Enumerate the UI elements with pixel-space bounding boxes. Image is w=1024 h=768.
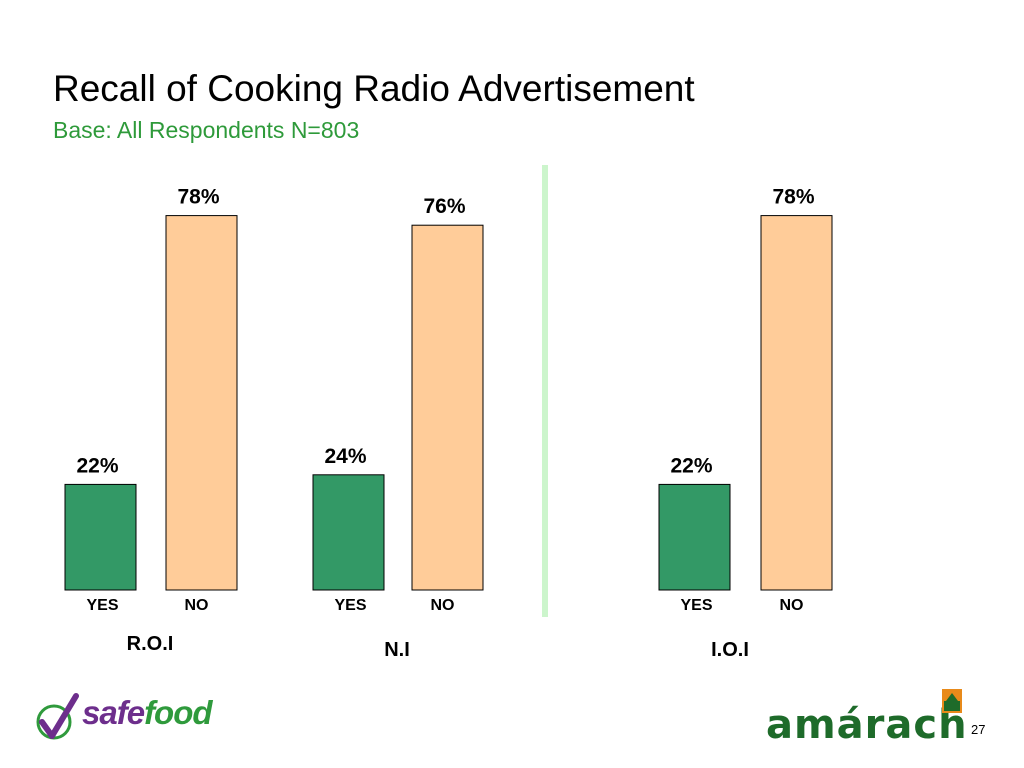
amarach-wordmark: amárach xyxy=(766,702,968,748)
bar-label-ioi-no: NO xyxy=(780,597,804,614)
bar-value-ni-no: 76% xyxy=(423,195,465,218)
checkmark-icon xyxy=(36,693,79,740)
bar-roi-no xyxy=(165,215,238,591)
bar-label-roi-yes: YES xyxy=(86,597,118,614)
safefood-wordmark: safefood xyxy=(82,694,213,732)
safefood-wordmark-food: food xyxy=(144,694,212,731)
bar-label-ioi-yes: YES xyxy=(680,597,712,614)
amarach-mark-icon xyxy=(942,689,962,713)
bar-ni-yes xyxy=(312,474,385,591)
page-title: Recall of Cooking Radio Advertisement xyxy=(53,68,695,109)
bar-label-ni-yes: YES xyxy=(334,597,366,614)
bar-value-roi-no: 78% xyxy=(177,186,219,209)
bar-value-ioi-yes: 22% xyxy=(670,454,712,477)
bar-value-ioi-no: 78% xyxy=(772,186,814,209)
bar-chart: 22% YES 78% NO R.O.I 24% YES 76% NO N.I 22% YES 78% N… xyxy=(64,165,833,661)
group-label-roi: R.O.I xyxy=(127,633,174,655)
page-subtitle: Base: All Respondents N=803 xyxy=(53,117,360,143)
group-label-ni: N.I xyxy=(384,639,410,661)
bar-label-ni-no: NO xyxy=(431,597,455,614)
bar-value-roi-yes: 22% xyxy=(76,454,118,477)
page-number: 27 xyxy=(971,722,986,737)
amarach-logo: amárach xyxy=(766,688,968,750)
bar-ioi-no xyxy=(760,215,833,591)
bar-value-ni-yes: 24% xyxy=(324,445,366,468)
bar-label-roi-no: NO xyxy=(185,597,209,614)
safefood-wordmark-safe: safe xyxy=(82,694,145,731)
bar-roi-yes xyxy=(64,483,137,591)
safefood-logo: safefood xyxy=(34,690,234,750)
group-label-ioi: I.O.I xyxy=(711,639,749,661)
bar-ioi-yes xyxy=(658,483,731,591)
bar-ni-no xyxy=(411,224,484,591)
